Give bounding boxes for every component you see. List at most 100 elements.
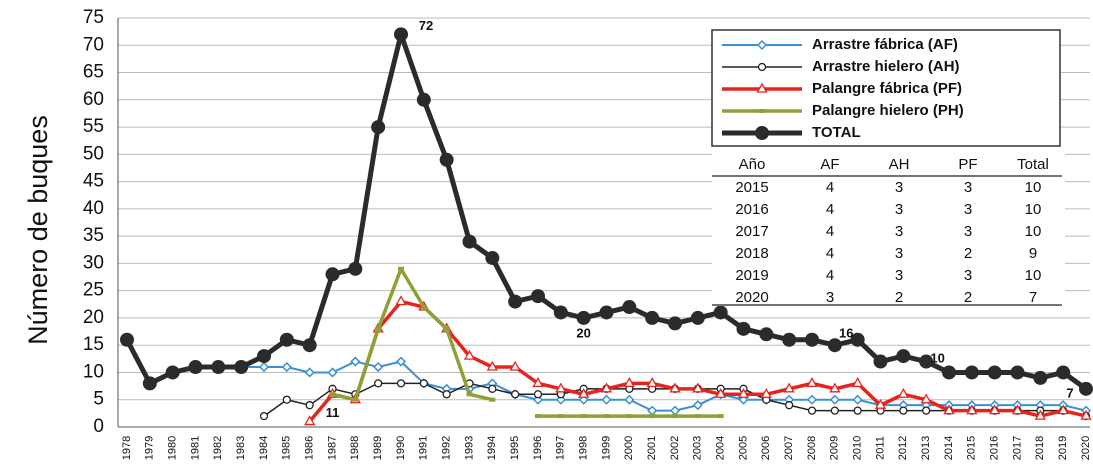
marker — [694, 414, 701, 419]
marker — [922, 406, 931, 415]
marker — [1011, 404, 1024, 415]
x-tick-label: 1981 — [189, 436, 201, 460]
marker — [234, 360, 249, 375]
marker — [622, 300, 637, 315]
table-cell: 2 — [895, 289, 903, 306]
marker — [488, 384, 497, 393]
x-tick-label: 1986 — [304, 436, 316, 460]
marker — [623, 377, 635, 388]
marker — [420, 305, 427, 310]
y-tick-label: 5 — [93, 389, 104, 410]
marker — [830, 406, 839, 415]
marker — [920, 393, 932, 404]
table-cell: 3 — [964, 179, 972, 196]
x-tick-label: 1983 — [235, 436, 247, 460]
marker — [738, 394, 749, 405]
x-tick-label: 2013 — [920, 436, 932, 460]
table-cell: 2017 — [735, 223, 768, 240]
x-tick-label: 1987 — [326, 436, 338, 460]
marker — [782, 332, 797, 347]
marker — [508, 294, 523, 309]
marker — [371, 120, 386, 135]
marker — [827, 338, 842, 353]
marker — [576, 310, 591, 325]
marker — [352, 397, 359, 402]
marker — [396, 379, 406, 388]
marker — [873, 354, 888, 369]
annotation: 10 — [930, 350, 944, 365]
marker — [672, 414, 678, 419]
table-cell: 10 — [1025, 223, 1042, 240]
marker — [511, 390, 520, 399]
marker — [669, 405, 681, 416]
marker — [398, 266, 404, 271]
x-tick-label: 1994 — [486, 436, 498, 460]
marker — [756, 39, 768, 51]
y-tick-label: 50 — [83, 143, 104, 164]
marker — [305, 401, 314, 410]
marker — [692, 382, 704, 393]
x-tick-label: 1992 — [441, 436, 453, 460]
y-tick-label: 35 — [83, 225, 104, 246]
marker — [302, 338, 317, 353]
marker — [874, 398, 887, 409]
table-cell: 10 — [1025, 267, 1042, 284]
marker — [532, 377, 544, 388]
x-tick-label: 2008 — [806, 436, 818, 460]
marker — [599, 305, 614, 320]
marker — [1034, 409, 1046, 420]
x-tick-label: 1985 — [281, 436, 293, 460]
marker — [486, 360, 498, 371]
table-cell: 10 — [1025, 179, 1042, 196]
x-tick-label: 2006 — [760, 436, 772, 460]
marker — [443, 326, 450, 331]
marker — [760, 387, 772, 398]
marker — [646, 377, 658, 388]
marker — [394, 27, 408, 42]
annotation: 72 — [419, 18, 433, 33]
marker — [489, 397, 496, 402]
marker — [829, 394, 840, 405]
table-cell: 3 — [826, 289, 834, 306]
table-cell: 2016 — [735, 201, 768, 218]
marker — [850, 332, 865, 347]
x-tick-label: 2002 — [669, 436, 681, 460]
annotation: 11 — [326, 405, 340, 420]
marker — [532, 394, 544, 405]
marker — [853, 406, 862, 415]
marker — [578, 394, 589, 405]
marker — [466, 392, 473, 397]
y-tick-label: 55 — [83, 116, 104, 137]
y-tick-label: 40 — [83, 198, 104, 219]
marker — [987, 365, 1002, 380]
marker — [279, 332, 294, 347]
marker — [896, 349, 911, 364]
marker — [535, 414, 541, 419]
marker — [755, 126, 769, 140]
x-tick-label: 2019 — [1057, 436, 1069, 460]
x-tick-label: 2004 — [715, 436, 727, 460]
marker — [211, 360, 226, 375]
marker — [395, 295, 407, 306]
x-tick-label: 2015 — [966, 436, 978, 460]
marker — [120, 332, 134, 347]
marker — [807, 406, 817, 415]
marker — [1080, 409, 1092, 420]
marker — [462, 234, 477, 249]
marker — [142, 376, 157, 391]
x-tick-label: 2016 — [989, 436, 1001, 460]
y-tick-label: 25 — [83, 280, 104, 301]
marker — [259, 411, 269, 421]
annotation: 7 — [1066, 386, 1073, 401]
marker — [578, 387, 590, 398]
x-tick-label: 1982 — [212, 436, 224, 460]
marker — [649, 414, 656, 419]
y-tick-label: 65 — [83, 62, 104, 83]
table-cell: 3 — [895, 201, 903, 218]
marker — [509, 360, 521, 371]
marker — [759, 327, 774, 342]
marker — [647, 405, 658, 416]
marker — [715, 387, 727, 398]
marker — [717, 414, 724, 419]
marker — [626, 414, 633, 419]
